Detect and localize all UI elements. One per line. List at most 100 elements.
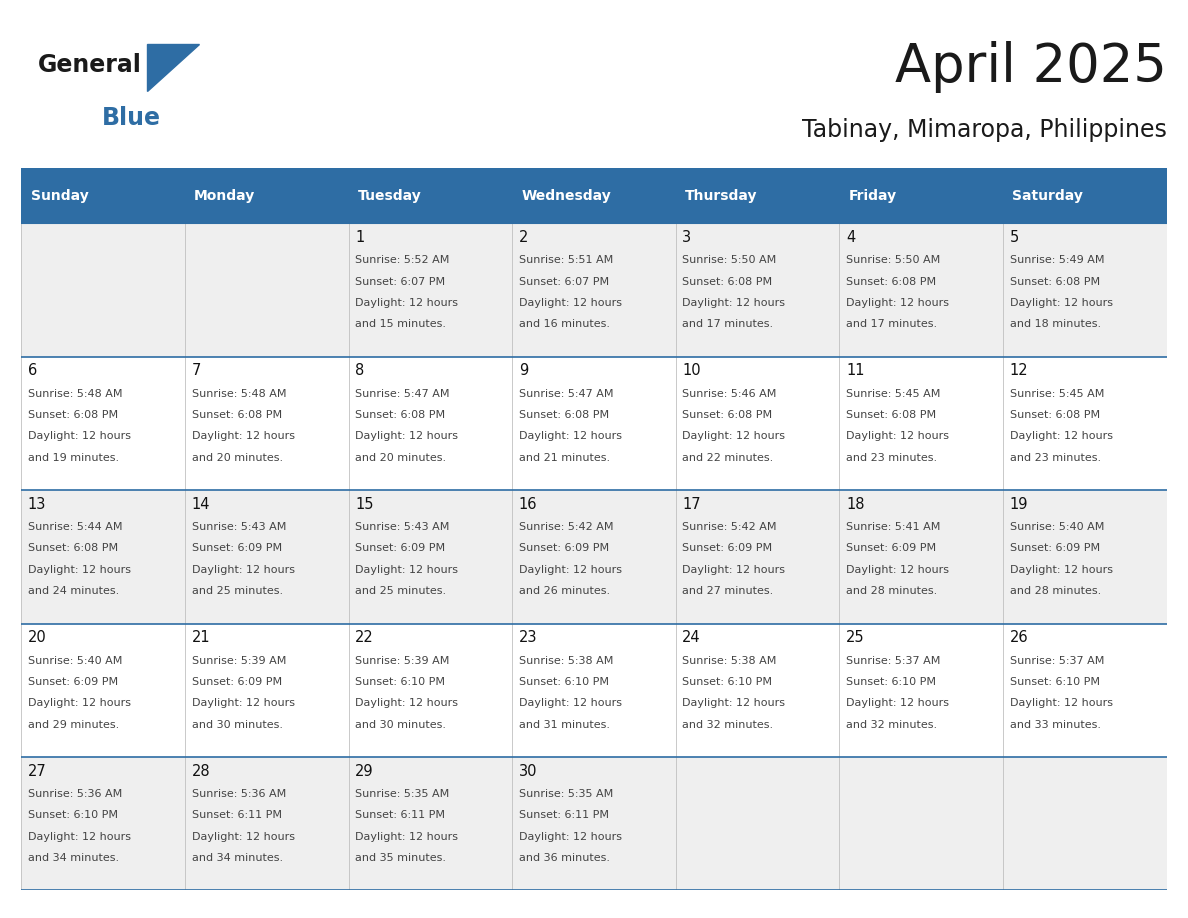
Text: Daylight: 12 hours: Daylight: 12 hours xyxy=(682,298,785,308)
Text: and 30 minutes.: and 30 minutes. xyxy=(355,720,447,730)
Text: 25: 25 xyxy=(846,631,865,645)
Bar xyxy=(348,170,512,223)
Text: Daylight: 12 hours: Daylight: 12 hours xyxy=(191,565,295,575)
Text: Sunrise: 5:35 AM: Sunrise: 5:35 AM xyxy=(519,789,613,799)
Text: Sunset: 6:11 PM: Sunset: 6:11 PM xyxy=(355,811,446,821)
Text: Tuesday: Tuesday xyxy=(358,189,422,204)
Text: Daylight: 12 hours: Daylight: 12 hours xyxy=(191,699,295,709)
Text: Sunrise: 5:51 AM: Sunrise: 5:51 AM xyxy=(519,255,613,265)
Text: Sunrise: 5:39 AM: Sunrise: 5:39 AM xyxy=(191,655,286,666)
Text: 21: 21 xyxy=(191,631,210,645)
Text: Sunrise: 5:38 AM: Sunrise: 5:38 AM xyxy=(682,655,777,666)
Text: Sunset: 6:07 PM: Sunset: 6:07 PM xyxy=(355,276,446,286)
Text: Sunset: 6:08 PM: Sunset: 6:08 PM xyxy=(1010,410,1100,420)
Text: 14: 14 xyxy=(191,497,210,511)
Text: 7: 7 xyxy=(191,364,201,378)
Text: and 26 minutes.: and 26 minutes. xyxy=(519,587,609,596)
Text: and 22 minutes.: and 22 minutes. xyxy=(682,453,773,463)
Text: Sunset: 6:10 PM: Sunset: 6:10 PM xyxy=(846,677,936,687)
Text: Sunset: 6:08 PM: Sunset: 6:08 PM xyxy=(519,410,609,420)
Text: and 28 minutes.: and 28 minutes. xyxy=(1010,587,1101,596)
Text: Sunset: 6:08 PM: Sunset: 6:08 PM xyxy=(846,410,936,420)
Text: Daylight: 12 hours: Daylight: 12 hours xyxy=(846,431,949,442)
Text: Sunrise: 5:47 AM: Sunrise: 5:47 AM xyxy=(519,388,613,398)
Text: Sunrise: 5:49 AM: Sunrise: 5:49 AM xyxy=(1010,255,1104,265)
Text: Sunset: 6:08 PM: Sunset: 6:08 PM xyxy=(682,276,772,286)
Bar xyxy=(185,356,348,490)
Bar xyxy=(676,623,840,757)
Bar xyxy=(676,356,840,490)
Text: Sunrise: 5:38 AM: Sunrise: 5:38 AM xyxy=(519,655,613,666)
Bar xyxy=(1003,490,1167,623)
Text: Daylight: 12 hours: Daylight: 12 hours xyxy=(1010,565,1112,575)
Text: and 16 minutes.: and 16 minutes. xyxy=(519,319,609,330)
Text: Daylight: 12 hours: Daylight: 12 hours xyxy=(1010,298,1112,308)
Bar xyxy=(348,623,512,757)
Text: 2: 2 xyxy=(519,230,529,245)
Bar xyxy=(21,623,185,757)
Text: Daylight: 12 hours: Daylight: 12 hours xyxy=(682,565,785,575)
Text: 22: 22 xyxy=(355,631,374,645)
Bar xyxy=(512,356,676,490)
Text: Sunrise: 5:41 AM: Sunrise: 5:41 AM xyxy=(846,522,941,532)
Text: Daylight: 12 hours: Daylight: 12 hours xyxy=(355,699,459,709)
Text: and 32 minutes.: and 32 minutes. xyxy=(846,720,937,730)
Bar xyxy=(512,223,676,356)
Text: and 29 minutes.: and 29 minutes. xyxy=(29,720,119,730)
Text: Sunrise: 5:50 AM: Sunrise: 5:50 AM xyxy=(846,255,940,265)
Text: Daylight: 12 hours: Daylight: 12 hours xyxy=(846,298,949,308)
Text: 24: 24 xyxy=(682,631,701,645)
Text: Sunset: 6:09 PM: Sunset: 6:09 PM xyxy=(846,543,936,554)
Bar xyxy=(185,623,348,757)
Bar xyxy=(21,356,185,490)
Text: Sunrise: 5:48 AM: Sunrise: 5:48 AM xyxy=(29,388,122,398)
Bar xyxy=(1003,757,1167,890)
Bar xyxy=(512,623,676,757)
Text: 30: 30 xyxy=(519,764,537,778)
Text: Sunset: 6:09 PM: Sunset: 6:09 PM xyxy=(355,543,446,554)
Bar xyxy=(348,490,512,623)
Bar xyxy=(21,170,185,223)
Bar xyxy=(512,170,676,223)
Text: and 28 minutes.: and 28 minutes. xyxy=(846,587,937,596)
Bar xyxy=(1003,170,1167,223)
Bar xyxy=(840,223,1003,356)
Bar xyxy=(1003,623,1167,757)
Text: Sunset: 6:09 PM: Sunset: 6:09 PM xyxy=(191,543,282,554)
Text: and 23 minutes.: and 23 minutes. xyxy=(1010,453,1100,463)
Text: Sunrise: 5:47 AM: Sunrise: 5:47 AM xyxy=(355,388,449,398)
Text: Daylight: 12 hours: Daylight: 12 hours xyxy=(519,699,621,709)
Text: Daylight: 12 hours: Daylight: 12 hours xyxy=(191,431,295,442)
Text: 26: 26 xyxy=(1010,631,1028,645)
Text: Sunrise: 5:43 AM: Sunrise: 5:43 AM xyxy=(355,522,449,532)
Text: and 34 minutes.: and 34 minutes. xyxy=(29,853,119,863)
Bar xyxy=(1003,356,1167,490)
Text: Saturday: Saturday xyxy=(1012,189,1083,204)
Text: Daylight: 12 hours: Daylight: 12 hours xyxy=(519,832,621,842)
Text: Sunset: 6:10 PM: Sunset: 6:10 PM xyxy=(29,811,118,821)
Text: Sunset: 6:10 PM: Sunset: 6:10 PM xyxy=(682,677,772,687)
Text: and 17 minutes.: and 17 minutes. xyxy=(846,319,937,330)
Text: 16: 16 xyxy=(519,497,537,511)
Text: and 27 minutes.: and 27 minutes. xyxy=(682,587,773,596)
Text: and 23 minutes.: and 23 minutes. xyxy=(846,453,937,463)
Text: Sunset: 6:08 PM: Sunset: 6:08 PM xyxy=(355,410,446,420)
Bar xyxy=(676,757,840,890)
Text: 11: 11 xyxy=(846,364,865,378)
Text: Daylight: 12 hours: Daylight: 12 hours xyxy=(1010,699,1112,709)
Text: 27: 27 xyxy=(29,764,46,778)
Text: and 30 minutes.: and 30 minutes. xyxy=(191,720,283,730)
Text: Wednesday: Wednesday xyxy=(522,189,611,204)
Text: Sunrise: 5:40 AM: Sunrise: 5:40 AM xyxy=(29,655,122,666)
Text: 6: 6 xyxy=(29,364,37,378)
Polygon shape xyxy=(146,43,200,92)
Text: Sunset: 6:08 PM: Sunset: 6:08 PM xyxy=(191,410,282,420)
Text: and 24 minutes.: and 24 minutes. xyxy=(29,587,119,596)
Text: and 25 minutes.: and 25 minutes. xyxy=(355,587,447,596)
Text: Sunrise: 5:46 AM: Sunrise: 5:46 AM xyxy=(682,388,777,398)
Text: Sunset: 6:10 PM: Sunset: 6:10 PM xyxy=(355,677,446,687)
Text: 23: 23 xyxy=(519,631,537,645)
Text: Sunrise: 5:48 AM: Sunrise: 5:48 AM xyxy=(191,388,286,398)
Text: Sunset: 6:08 PM: Sunset: 6:08 PM xyxy=(846,276,936,286)
Text: Daylight: 12 hours: Daylight: 12 hours xyxy=(191,832,295,842)
